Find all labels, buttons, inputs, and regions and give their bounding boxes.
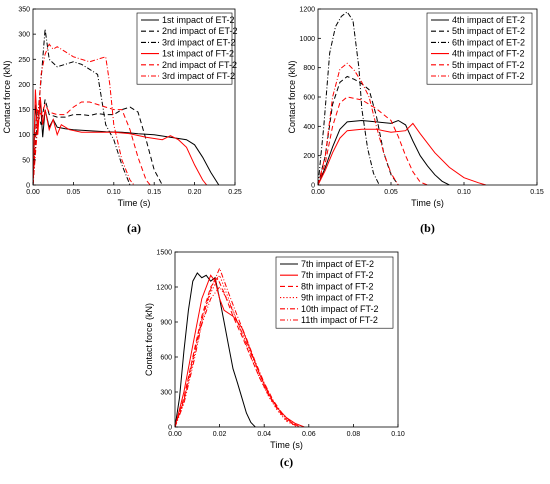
panel-label: (c) [280,455,293,469]
chart-panel-b: 0.00 0.05 0.10 0.15 0 200 400 600 800 1000 1200 Tim… [287,7,544,236]
y-tick-label: 150 [18,107,30,114]
legend-label: 7th impact of ET-2 [301,259,374,269]
legend-label: 6th impact of FT-2 [452,71,525,81]
x-tick-label: 0.08 [347,431,361,438]
y-tick-label: 0 [168,425,172,432]
legend-label: 8th impact of FT-2 [301,281,374,291]
x-tick-label: 0.25 [228,189,242,196]
x-tick-label: 0.05 [67,189,81,196]
legend-label: 5th impact of ET-2 [452,26,525,36]
legend-label: 2nd impact of FT-2 [162,60,237,70]
x-tick-label: 0.00 [26,189,40,196]
legend-box [275,256,394,329]
y-tick-label: 50 [22,157,30,164]
y-tick-label: 0 [311,183,315,190]
x-tick-label: 0.10 [457,189,471,196]
x-tick-label: 0.06 [302,431,316,438]
y-tick-label: 300 [160,390,172,397]
y-tick-label: 900 [160,320,172,327]
chart-panel-c: 0.00 0.02 0.04 0.06 0.08 0.10 0 300 600 900 1200 15… [144,250,405,470]
series-line-2 [318,75,399,185]
y-axis-label: Contact force (kN) [144,303,154,376]
x-tick-label: 0.00 [168,431,182,438]
y-tick-label: 350 [18,7,30,14]
legend-label: 10th impact of FT-2 [301,304,379,314]
legend-box [136,12,233,85]
legend-box [426,12,533,85]
x-tick-label: 0.00 [311,189,325,196]
series-line-6 [318,62,399,185]
x-tick-label: 0.10 [107,189,121,196]
y-tick-label: 800 [303,65,315,72]
x-tick-label: 0.15 [530,189,544,196]
series-line-6 [33,43,135,185]
series-line-1 [175,272,256,427]
legend-label: 9th impact of FT-2 [301,293,374,303]
y-tick-label: 250 [18,57,30,64]
x-tick-label: 0.15 [147,189,161,196]
series-line-2 [33,99,163,185]
x-tick-label: 0.04 [257,431,271,438]
y-axis-label: Contact force (kN) [287,60,297,133]
series-line-5 [33,101,151,185]
y-tick-label: 1200 [156,285,172,292]
y-tick-label: 600 [160,355,172,362]
panel-label: (a) [127,221,141,235]
series-line-1 [33,99,220,185]
plot-frame [32,8,236,186]
y-tick-label: 1200 [299,7,315,14]
legend-label: 5th impact of FT-2 [452,60,525,70]
legend-label: 11th impact of FT-2 [301,315,378,325]
x-tick-label: 0.10 [391,431,405,438]
x-tick-label: 0.20 [188,189,202,196]
x-tick-label: 0.05 [384,189,398,196]
series-line-1 [318,119,450,185]
legend-label: 1st impact of ET-2 [162,15,235,25]
x-axis-label: Time (s) [270,440,303,450]
panel-label: (b) [420,221,435,235]
series-line-5 [318,96,428,185]
legend-label: 6th impact of ET-2 [452,37,525,47]
x-axis-label: Time (s) [118,198,151,208]
series-line-3 [318,11,380,185]
y-tick-label: 200 [18,82,30,89]
y-tick-label: 0 [26,183,30,190]
chart-panel-a: 0.00 0.05 0.10 0.15 0.20 0.25 0 50 100 150 200 250 3… [2,7,242,236]
plot-frame [174,251,399,428]
series-line-5 [175,266,301,427]
series-group [175,266,305,427]
legend-label: 4th impact of ET-2 [452,15,525,25]
series-line-4 [175,274,298,427]
series-line-4 [33,89,208,185]
series-group [318,11,487,185]
y-tick-label: 200 [303,153,315,160]
y-tick-label: 1000 [299,36,315,43]
legend-label: 4th impact of FT-2 [452,49,525,59]
series-line-4 [318,122,487,185]
y-axis-label: Contact force (kN) [2,60,12,133]
y-tick-label: 300 [18,32,30,39]
y-tick-label: 100 [18,132,30,139]
legend-label: 7th impact of FT-2 [301,270,374,280]
y-tick-label: 600 [303,95,315,102]
legend-label: 2nd impact of ET-2 [162,26,238,36]
legend-label: 3rd impact of FT-2 [162,71,235,81]
legend-label: 1st impact of FT-2 [162,49,234,59]
y-tick-label: 1500 [156,250,172,257]
series-group [33,29,220,185]
x-axis-label: Time (s) [411,198,444,208]
y-tick-label: 400 [303,124,315,131]
legend-label: 3rd impact of ET-2 [162,37,236,47]
x-tick-label: 0.02 [213,431,227,438]
